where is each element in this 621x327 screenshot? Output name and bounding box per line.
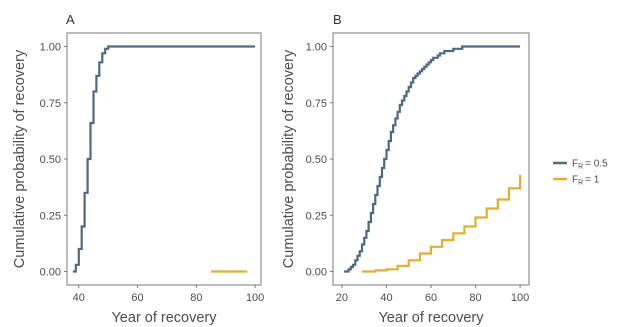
x-tick-label: 80 <box>469 292 481 304</box>
x-tick-label: 40 <box>73 292 85 304</box>
y-tick-label: 0.50 <box>40 154 61 166</box>
y-tick-label: 0.00 <box>306 267 327 279</box>
y-axis-title: Cumulative probability of recovery <box>281 49 297 268</box>
y-tick-label: 0.50 <box>306 154 327 166</box>
panel-a: A 0.00 0.25 0.50 0.75 1.00 40 60 80 100 Year of re… <box>12 12 264 326</box>
x-tick-label: 60 <box>131 292 143 304</box>
series-line-fr-1 <box>211 270 248 273</box>
panel-label: A <box>66 12 75 27</box>
series-line-fr-1 <box>362 174 522 273</box>
x-tick-label: 40 <box>380 292 392 304</box>
series-line-fr-0-5 <box>344 45 521 273</box>
series-line-fr-0-5 <box>72 45 256 273</box>
plot-border <box>66 32 262 286</box>
x-tick-label: 100 <box>246 292 264 304</box>
y-tick-label: 0.25 <box>306 210 327 222</box>
y-axis-title: Cumulative probability of recovery <box>12 49 28 268</box>
y-tick-label: 0.25 <box>40 210 61 222</box>
y-tick-label: 0.00 <box>40 267 61 279</box>
x-axis-title: Year of recovery <box>378 310 484 326</box>
x-axis-title: Year of recovery <box>111 310 217 326</box>
x-tick-label: 60 <box>425 292 437 304</box>
x-tick-label: 100 <box>511 292 529 304</box>
x-tick-label: 20 <box>336 292 348 304</box>
y-tick-label: 1.00 <box>40 42 61 54</box>
legend-label: FR = 1 <box>572 175 600 187</box>
panel-b: B 0.00 0.25 0.50 0.75 1.00 20 40 60 80 100 Year of … <box>281 12 530 326</box>
y-tick-label: 1.00 <box>306 42 327 54</box>
y-tick-label: 0.75 <box>306 98 327 110</box>
y-tick-label: 0.75 <box>40 98 61 110</box>
legend-label: FR = 0.5 <box>572 159 608 171</box>
legend: FR = 0.5 FR = 1 <box>553 159 608 187</box>
panel-label: B <box>333 12 342 27</box>
x-tick-label: 80 <box>190 292 202 304</box>
